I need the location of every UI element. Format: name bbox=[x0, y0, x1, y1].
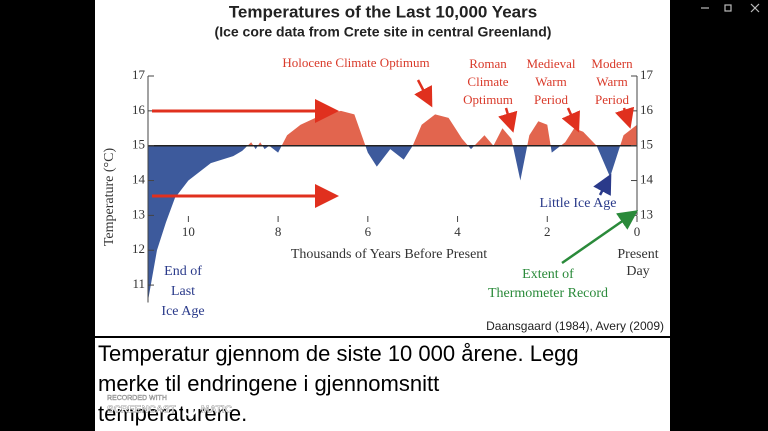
watermark: SCREENCAST bbox=[107, 405, 176, 416]
annotation: Extent of bbox=[522, 267, 574, 282]
y-tick-label: 17 bbox=[132, 67, 146, 82]
arrows bbox=[152, 99, 339, 208]
annotation: Ice Age bbox=[161, 304, 204, 319]
annotation: Period bbox=[534, 92, 568, 107]
annotation: Last bbox=[171, 284, 195, 299]
y2-tick-label: 17 bbox=[640, 67, 654, 82]
annotation: Thermometer Record bbox=[488, 286, 608, 301]
x-tick-label: 0 bbox=[634, 224, 641, 239]
chart-subtitle: (Ice core data from Crete site in centra… bbox=[215, 24, 552, 40]
annotation: Present bbox=[617, 247, 658, 262]
y-tick-label: 11 bbox=[132, 276, 145, 291]
y2-tick-label: 16 bbox=[640, 102, 654, 117]
y-tick-label: 13 bbox=[132, 206, 145, 221]
y-tick-label: 12 bbox=[132, 241, 145, 256]
annotation: Roman bbox=[469, 56, 507, 71]
y-tick-label: 14 bbox=[132, 172, 146, 187]
annotation: Warm bbox=[535, 74, 566, 89]
area-below bbox=[148, 145, 621, 301]
x-tick-label: 6 bbox=[365, 224, 372, 239]
window-controls[interactable] bbox=[701, 3, 760, 13]
annotation: End of bbox=[164, 264, 202, 279]
annotation: Medieval bbox=[526, 56, 575, 71]
y-tick-label: 16 bbox=[132, 102, 146, 117]
pointer-arrows bbox=[414, 79, 639, 265]
annotation: Little Ice Age bbox=[540, 196, 617, 211]
y2-tick-label: 15 bbox=[640, 137, 653, 152]
chart-title: Temperatures of the Last 10,000 Years bbox=[229, 2, 537, 21]
watermark: MATIC bbox=[201, 405, 232, 416]
y-tick-label: 15 bbox=[132, 137, 145, 152]
x-tick-label: 2 bbox=[544, 224, 551, 239]
watermark-logo bbox=[183, 402, 197, 416]
area-above bbox=[148, 110, 637, 146]
y-axis-label: Temperature (°C) bbox=[102, 148, 117, 247]
y2-tick-label: 14 bbox=[640, 172, 654, 187]
annotation: Modern bbox=[591, 56, 633, 71]
source: Daansgaard (1984), Avery (2009) bbox=[486, 319, 664, 333]
watermark: RECORDED WITH bbox=[107, 395, 167, 402]
annotation: Warm bbox=[596, 74, 627, 89]
annotation: Day bbox=[626, 264, 649, 279]
annotation: Holocene Climate Optimum bbox=[282, 55, 429, 70]
y2-tick-label: 13 bbox=[640, 206, 653, 221]
plot: 11 12 13 14 15 16 17 13 14 15 16 17 10 8 6 4 2 0 bbox=[132, 67, 654, 303]
annotation: Climate bbox=[467, 74, 508, 89]
caption-line: temperaturene. bbox=[98, 401, 247, 426]
caption-line: merke til endringene i gjennomsnitt bbox=[98, 371, 439, 396]
annotation: Optimum bbox=[463, 92, 513, 107]
x-tick-label: 10 bbox=[182, 224, 195, 239]
x-axis-label: Thousands of Years Before Present bbox=[291, 247, 487, 262]
annotation: Period bbox=[595, 92, 629, 107]
x-tick-label: 4 bbox=[454, 224, 461, 239]
x-tick-label: 8 bbox=[275, 224, 282, 239]
caption-line: Temperatur gjennom de siste 10 000 årene… bbox=[98, 341, 579, 366]
